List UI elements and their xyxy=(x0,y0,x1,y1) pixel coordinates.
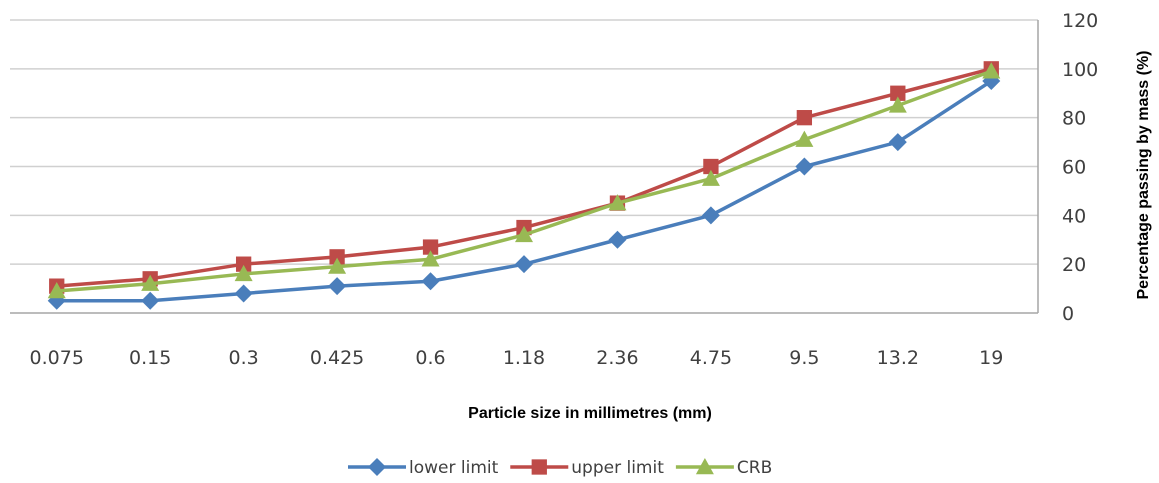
data-point-diamond xyxy=(141,291,160,310)
data-point-triangle xyxy=(328,257,347,274)
y-tick-label: 80 xyxy=(1062,108,1086,130)
x-tick-label: 9.5 xyxy=(789,347,819,369)
data-point-triangle xyxy=(888,96,907,113)
x-tick-label: 0.15 xyxy=(129,347,171,369)
data-point-square xyxy=(890,85,906,101)
x-tick-label: 4.75 xyxy=(690,347,732,369)
data-point-triangle xyxy=(608,194,627,211)
data-point-triangle xyxy=(234,264,253,282)
y-tick-labels: 0 20 40 60 80 100 120 xyxy=(1062,10,1098,325)
legend-label: upper limit xyxy=(571,458,664,478)
data-point-square xyxy=(329,249,345,265)
data-point-triangle xyxy=(141,274,160,291)
x-tick-label: 2.36 xyxy=(596,347,638,369)
data-point-diamond xyxy=(234,284,253,303)
series-crb xyxy=(47,62,1001,299)
data-point-triangle xyxy=(421,250,440,267)
data-point-triangle xyxy=(982,62,1001,79)
x-tick-labels: 0.075 0.15 0.3 0.425 0.6 1.18 2.36 4.75 9.5 13.2 1… xyxy=(30,347,1004,369)
data-point-square xyxy=(235,256,252,272)
y-tick-label: 40 xyxy=(1062,205,1086,227)
x-tick-label: 0.075 xyxy=(30,347,84,369)
data-point-diamond xyxy=(328,277,347,296)
data-point-square xyxy=(422,239,439,255)
data-point-diamond xyxy=(421,272,440,291)
x-tick-label: 1.18 xyxy=(503,347,545,369)
legend-item: lower limit xyxy=(348,458,499,478)
data-point-diamond xyxy=(368,458,386,476)
data-point-diamond xyxy=(795,157,814,176)
data-point-diamond xyxy=(608,230,627,249)
y-tick-label: 60 xyxy=(1062,157,1086,179)
data-point-diamond xyxy=(701,206,720,225)
data-point-square xyxy=(531,459,547,475)
data-point-triangle xyxy=(515,225,533,243)
y-axis-title: Percentage passing by mass (%) xyxy=(1135,51,1152,300)
y-tick-label: 120 xyxy=(1062,10,1098,32)
data-point-triangle xyxy=(795,130,814,147)
series-line xyxy=(56,67,992,288)
x-tick-label: 0.3 xyxy=(229,347,259,369)
x-axis-title: Particle size in millimetres (mm) xyxy=(468,405,712,422)
x-tick-label: 19 xyxy=(979,347,1003,369)
legend: lower limit upper limit CRB xyxy=(348,458,772,478)
x-tick-label: 13.2 xyxy=(877,347,919,369)
legend-label: CRB xyxy=(737,458,772,478)
series-group xyxy=(47,61,1001,310)
data-point-triangle xyxy=(47,282,66,299)
x-tick-label: 0.425 xyxy=(310,347,364,369)
gridlines xyxy=(10,19,1039,314)
data-point-triangle xyxy=(701,169,720,186)
legend-item: CRB xyxy=(675,458,772,478)
legend-item: upper limit xyxy=(510,458,664,478)
data-point-diamond xyxy=(888,133,907,152)
series-lower-limit xyxy=(47,72,1001,310)
y-tick-label: 100 xyxy=(1062,59,1098,81)
x-tick-label: 0.6 xyxy=(415,347,445,369)
y-tick-label: 0 xyxy=(1062,303,1074,325)
data-point-triangle xyxy=(695,458,714,475)
y-tick-label: 20 xyxy=(1062,254,1086,276)
data-point-square xyxy=(703,158,719,175)
data-point-square xyxy=(796,110,813,126)
data-point-diamond xyxy=(515,255,533,274)
legend-label: lower limit xyxy=(409,458,499,478)
